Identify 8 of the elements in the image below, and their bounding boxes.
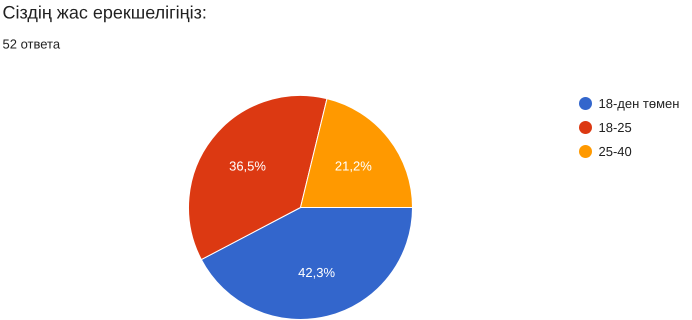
legend-label: 25-40 [598, 144, 632, 159]
chart-title: Сіздің жас ерекшелігіңіз: [2, 2, 207, 22]
text: 52 ответа [2, 36, 61, 52]
legend-label: 18-25 [598, 120, 632, 135]
data-label: 42,3% [298, 265, 336, 280]
data-label: 36,5% [229, 158, 266, 174]
data-label: 21,2% [334, 158, 372, 174]
legend-label: 18-ден төмен [598, 96, 680, 111]
